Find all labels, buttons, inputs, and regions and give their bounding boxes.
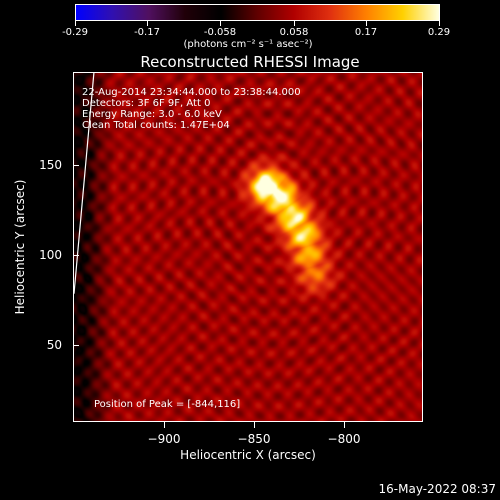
y-axis-tick <box>73 345 79 346</box>
info-peak-position: Position of Peak = [-844,116] <box>94 399 241 410</box>
y-axis-tick-label: 100 <box>39 248 62 262</box>
colorbar-tick-label: -0.29 <box>62 27 88 38</box>
y-axis-label: Heliocentric Y (arcsec) <box>13 179 27 315</box>
colorbar-tick <box>366 21 367 26</box>
colorbar-tick <box>75 21 76 26</box>
y-axis-tick <box>73 255 79 256</box>
image-plot-area: 22-Aug-2014 23:34:44.000 to 23:38:44.000… <box>73 72 423 422</box>
info-time-range: 22-Aug-2014 23:34:44.000 to 23:38:44.000 <box>82 87 301 98</box>
info-method-counts: Clean Total counts: 1.47E+04 <box>82 120 230 131</box>
y-axis-tick-label: 50 <box>46 338 62 352</box>
x-axis-label: Heliocentric X (arcsec) <box>180 448 316 462</box>
colorbar-tick-label: 0.29 <box>427 27 451 38</box>
colorbar-tick <box>294 21 295 26</box>
colorbar-tick <box>220 21 221 26</box>
footer-timestamp: 16-May-2022 08:37 <box>378 482 496 496</box>
x-axis-tick-label: −900 <box>147 432 181 446</box>
colorbar-tick-label: -0.17 <box>134 27 160 38</box>
info-energy-range: Energy Range: 3.0 - 6.0 keV <box>82 109 222 120</box>
x-axis-tick <box>164 422 165 428</box>
info-detectors: Detectors: 3F 6F 9F, Att 0 <box>82 98 211 109</box>
image-title: Reconstructed RHESSI Image <box>140 53 360 71</box>
colorbar-tick-label: 0.17 <box>354 27 378 38</box>
colorbar-tick <box>439 21 440 26</box>
colorbar-units: (photons cm⁻² s⁻¹ asec⁻²) <box>183 39 313 50</box>
colorbar-tick <box>147 21 148 26</box>
colorbar-tick-label: 0.058 <box>279 27 309 38</box>
heatmap-canvas <box>74 73 422 421</box>
colorbar-tick-label: -0.058 <box>203 27 237 38</box>
limb-overlay <box>74 73 95 294</box>
colorbar <box>75 4 440 21</box>
x-axis-tick-label: −850 <box>237 432 271 446</box>
x-axis-tick <box>254 422 255 428</box>
solar-limb-line <box>74 73 95 294</box>
x-axis-tick <box>344 422 345 428</box>
x-axis-tick-label: −800 <box>327 432 361 446</box>
y-axis-tick <box>73 165 79 166</box>
y-axis-tick-label: 150 <box>39 158 62 172</box>
